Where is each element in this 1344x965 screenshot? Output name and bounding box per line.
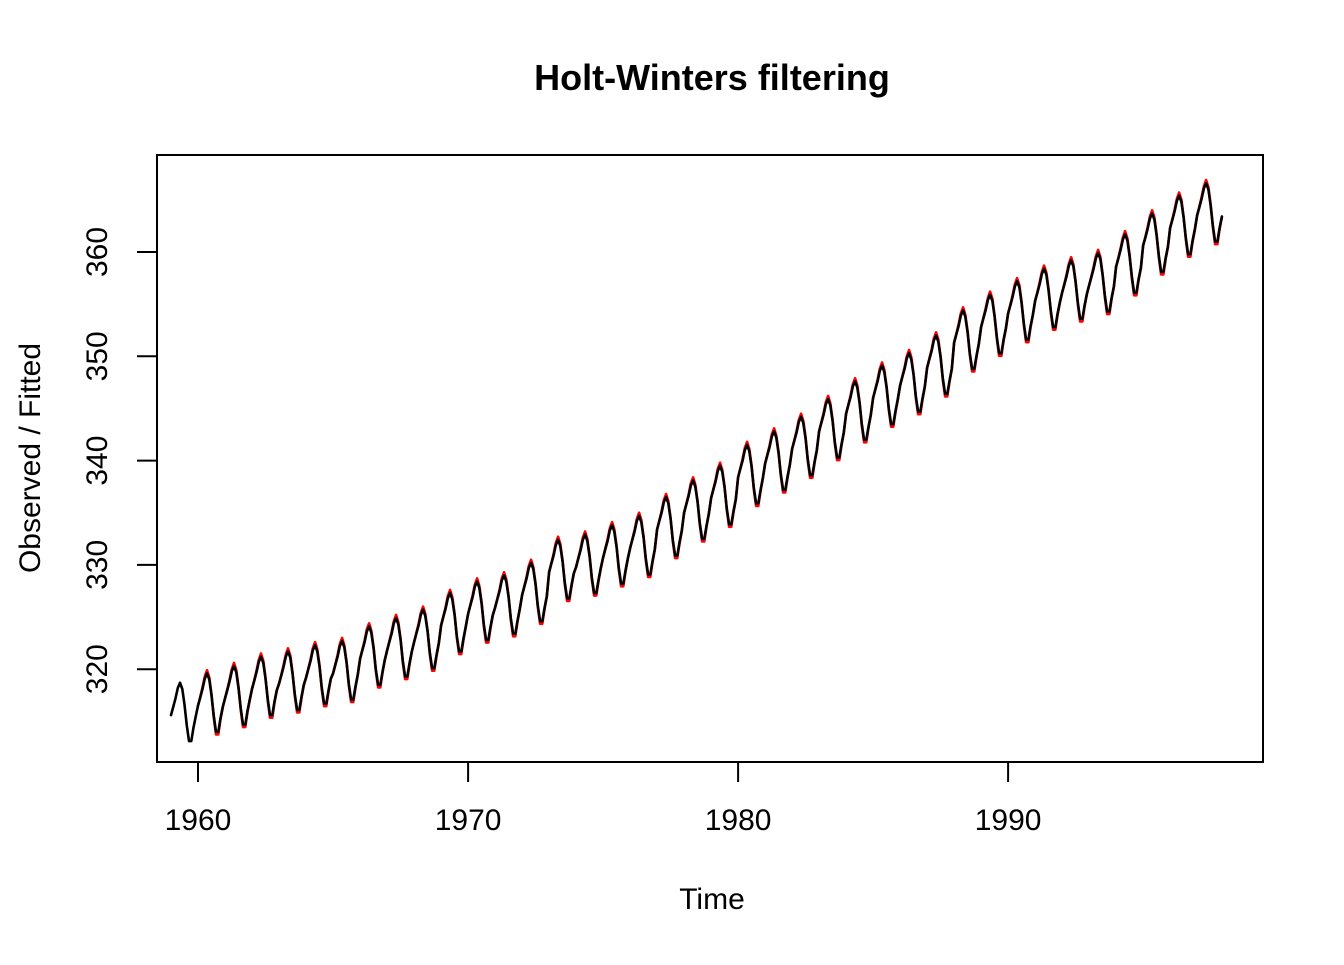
axes: 1960 1970 1980 1990 320 330 340 350 360 (81, 154, 1264, 837)
y-tick-label: 320 (81, 644, 114, 694)
x-tick-label: 1990 (975, 804, 1042, 837)
plot-box (156, 154, 1264, 763)
y-axis-title: Observed / Fitted (14, 343, 47, 573)
x-tick-label: 1960 (165, 804, 232, 837)
x-tick-label: 1970 (435, 804, 502, 837)
y-tick-label: 330 (81, 540, 114, 590)
y-tick-label: 350 (81, 331, 114, 381)
chart-title: Holt-Winters filtering (534, 57, 890, 98)
x-axis-title: Time (679, 883, 745, 916)
x-tick-label: 1980 (705, 804, 772, 837)
observed-line (169, 181, 1224, 743)
y-tick-label: 360 (81, 227, 114, 277)
series-lines (169, 178, 1224, 743)
fitted-line (196, 178, 1224, 736)
y-tick-label: 340 (81, 436, 114, 486)
